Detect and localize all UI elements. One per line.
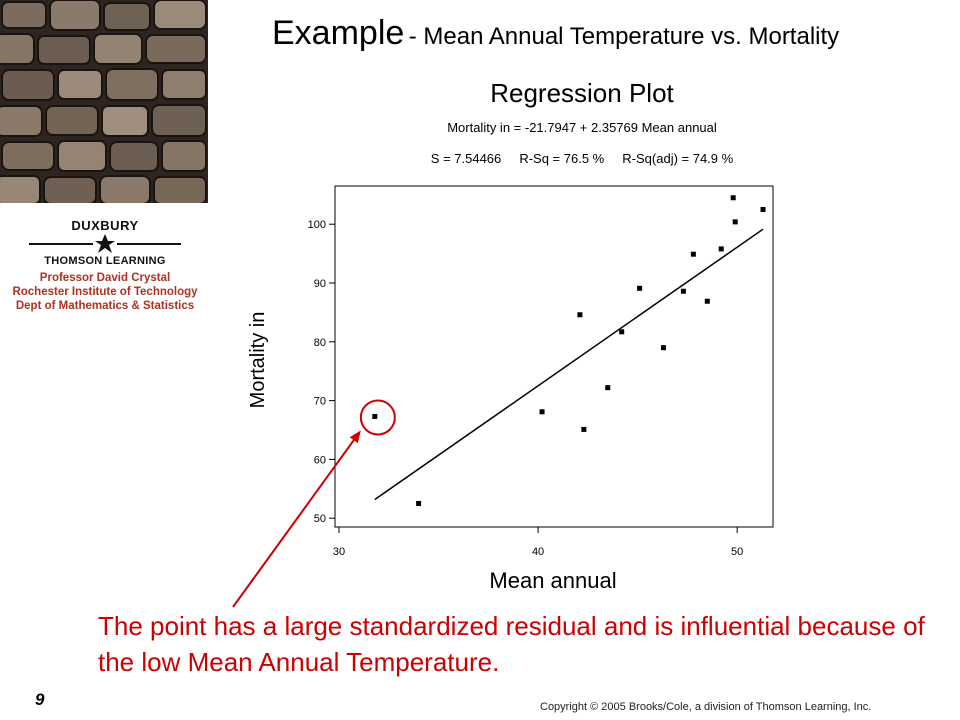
data-point bbox=[372, 413, 378, 419]
regression-line-group bbox=[374, 228, 764, 501]
data-point bbox=[637, 285, 643, 291]
credit-line: Professor David Crystal bbox=[39, 272, 171, 284]
annotation-caption: The point has a large standardized resid… bbox=[98, 611, 925, 677]
data-point bbox=[704, 298, 710, 304]
data-point bbox=[690, 251, 696, 257]
chart-stats: S = 7.54466 R-Sq = 76.5 % R-Sq(adj) = 74… bbox=[431, 151, 734, 166]
data-point bbox=[680, 288, 686, 294]
annotation-arrow-head bbox=[349, 430, 361, 444]
y-tick-label: 100 bbox=[308, 219, 326, 231]
logo-brand-bottom: THOMSON LEARNING bbox=[44, 255, 166, 267]
logo-brand-top: DUXBURY bbox=[71, 218, 139, 233]
data-point bbox=[416, 500, 422, 506]
credit-line: Dept of Mathematics & Statistics bbox=[15, 300, 195, 312]
x-tick-label: 40 bbox=[532, 546, 544, 558]
x-axis-label: Mean annual bbox=[489, 568, 616, 593]
y-tick-label: 60 bbox=[314, 454, 326, 466]
data-point bbox=[661, 345, 666, 351]
y-tick-label: 90 bbox=[314, 278, 326, 290]
y-tick-label: 70 bbox=[314, 396, 326, 408]
logo-credits: Professor David Crystal Rochester Instit… bbox=[0, 271, 210, 313]
data-point bbox=[605, 385, 611, 391]
data-point bbox=[730, 195, 736, 201]
data-point bbox=[581, 426, 587, 432]
slide-title: Example - Mean Annual Temperature vs. Mo… bbox=[272, 14, 839, 53]
axes: 50 60 70 80 90 100 30 40 50 bbox=[308, 219, 744, 558]
data-points bbox=[372, 195, 766, 506]
data-point bbox=[577, 312, 583, 318]
data-point bbox=[619, 329, 625, 335]
y-tick-label: 50 bbox=[314, 513, 326, 525]
thomson-star-icon bbox=[29, 234, 181, 253]
regression-line bbox=[374, 228, 764, 501]
data-point bbox=[732, 219, 738, 225]
plot-frame bbox=[334, 185, 774, 528]
annotation-arrow-line bbox=[232, 437, 356, 608]
data-point bbox=[539, 409, 545, 415]
copyright-text: Copyright © 2005 Brooks/Cole, a division… bbox=[540, 701, 872, 713]
chart-title: Regression Plot bbox=[490, 78, 674, 108]
slide-title-main: Example bbox=[272, 14, 405, 52]
data-point bbox=[760, 207, 766, 213]
credit-line: Rochester Institute of Technology bbox=[12, 286, 198, 298]
data-point bbox=[718, 246, 724, 252]
y-tick-label: 80 bbox=[314, 337, 326, 349]
x-tick-label: 50 bbox=[731, 546, 743, 558]
chart-subtitle: Mortality in = -21.7947 + 2.35769 Mean a… bbox=[447, 120, 717, 135]
highlight-circle bbox=[359, 399, 396, 436]
stone-wall-image bbox=[0, 0, 208, 203]
x-tick-label: 30 bbox=[333, 546, 345, 558]
slide-number: 9 bbox=[35, 690, 45, 709]
slide-title-sub: - Mean Annual Temperature vs. Mortality bbox=[408, 23, 840, 50]
publisher-logo: DUXBURY THOMSON LEARNING Professor David… bbox=[0, 218, 210, 313]
y-axis-label: Mortality in bbox=[247, 312, 269, 409]
